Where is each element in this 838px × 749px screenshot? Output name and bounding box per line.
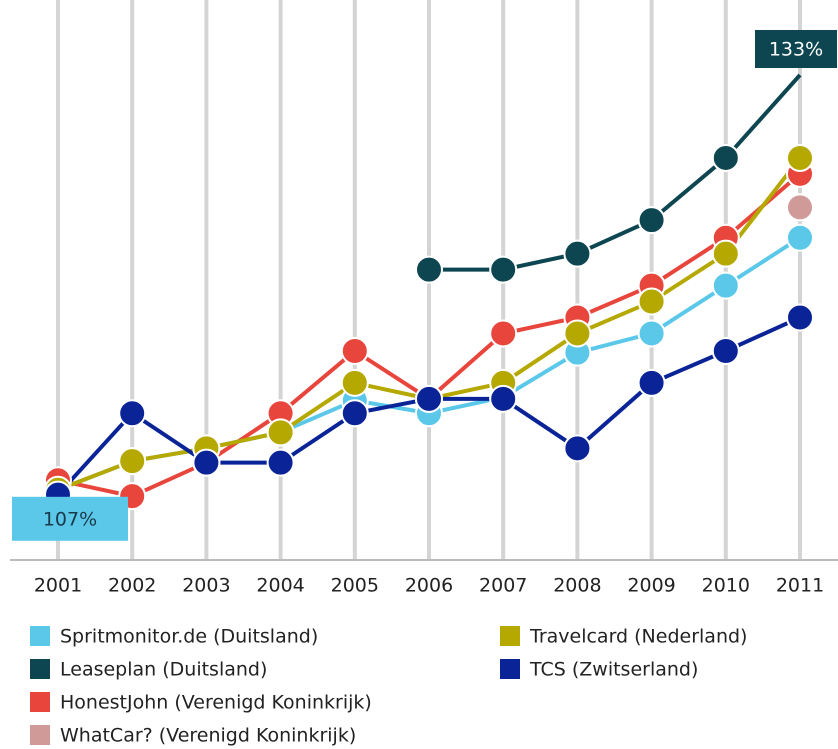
- x-tick-label: 2007: [479, 575, 527, 597]
- legend-swatch: [30, 725, 50, 745]
- legend-swatch: [500, 626, 520, 646]
- series-marker: [637, 287, 666, 316]
- x-tick-label: 2002: [108, 575, 156, 597]
- x-tick-label: 2008: [553, 575, 601, 597]
- series-marker: [711, 239, 740, 268]
- series-line: [429, 73, 802, 272]
- x-tick-label: 2010: [702, 575, 750, 597]
- series-marker: [637, 206, 666, 235]
- data-label-box: [12, 496, 128, 541]
- series-marker: [637, 368, 666, 397]
- series-marker: [340, 399, 369, 428]
- x-tick-label: 2011: [776, 575, 824, 597]
- series-marker: [563, 319, 592, 348]
- x-tick-label: 2004: [256, 575, 304, 597]
- series-marker: [489, 255, 518, 284]
- series-marker: [563, 434, 592, 463]
- series-marker: [711, 271, 740, 300]
- legend-label: WhatCar? (Verenigd Koninkrijk): [60, 725, 356, 747]
- legend-label: HonestJohn (Verenigd Koninkrijk): [60, 692, 372, 714]
- legend-swatch: [30, 626, 50, 646]
- series-marker: [786, 223, 814, 252]
- series-marker: [711, 143, 740, 172]
- series-marker: [266, 448, 295, 477]
- x-tick-label: 2001: [34, 575, 82, 597]
- series-marker: [340, 368, 369, 397]
- legend-swatch: [500, 659, 520, 679]
- legend-label: Travelcard (Nederland): [529, 626, 747, 648]
- series-marker: [489, 319, 518, 348]
- x-tick-label: 2003: [182, 575, 230, 597]
- data-label-box: [755, 29, 837, 68]
- legend-label: Spritmonitor.de (Duitsland): [60, 626, 318, 648]
- series-marker: [489, 384, 518, 413]
- legend-label: TCS (Zwitserland): [529, 659, 698, 681]
- x-tick-label: 2005: [331, 575, 379, 597]
- series-marker: [711, 336, 740, 365]
- series-marker: [786, 303, 814, 332]
- series-marker: [563, 239, 592, 268]
- series-marker: [118, 399, 147, 428]
- series-marker: [637, 319, 666, 348]
- series-marker: [415, 384, 443, 413]
- legend-swatch: [30, 659, 50, 679]
- data-label: 133%: [769, 38, 823, 60]
- legend-label: Leaseplan (Duitsland): [60, 659, 267, 681]
- series-marker: [266, 418, 295, 447]
- legend-swatch: [30, 692, 50, 712]
- data-label: 107%: [43, 508, 97, 530]
- series-marker: [415, 255, 443, 284]
- series-marker: [786, 193, 814, 222]
- x-tick-label: 2009: [627, 575, 675, 597]
- series-marker: [118, 447, 147, 476]
- series-marker: [340, 336, 369, 365]
- x-tick-label: 2006: [405, 575, 453, 597]
- series-marker: [192, 448, 221, 477]
- series-marker: [786, 143, 814, 172]
